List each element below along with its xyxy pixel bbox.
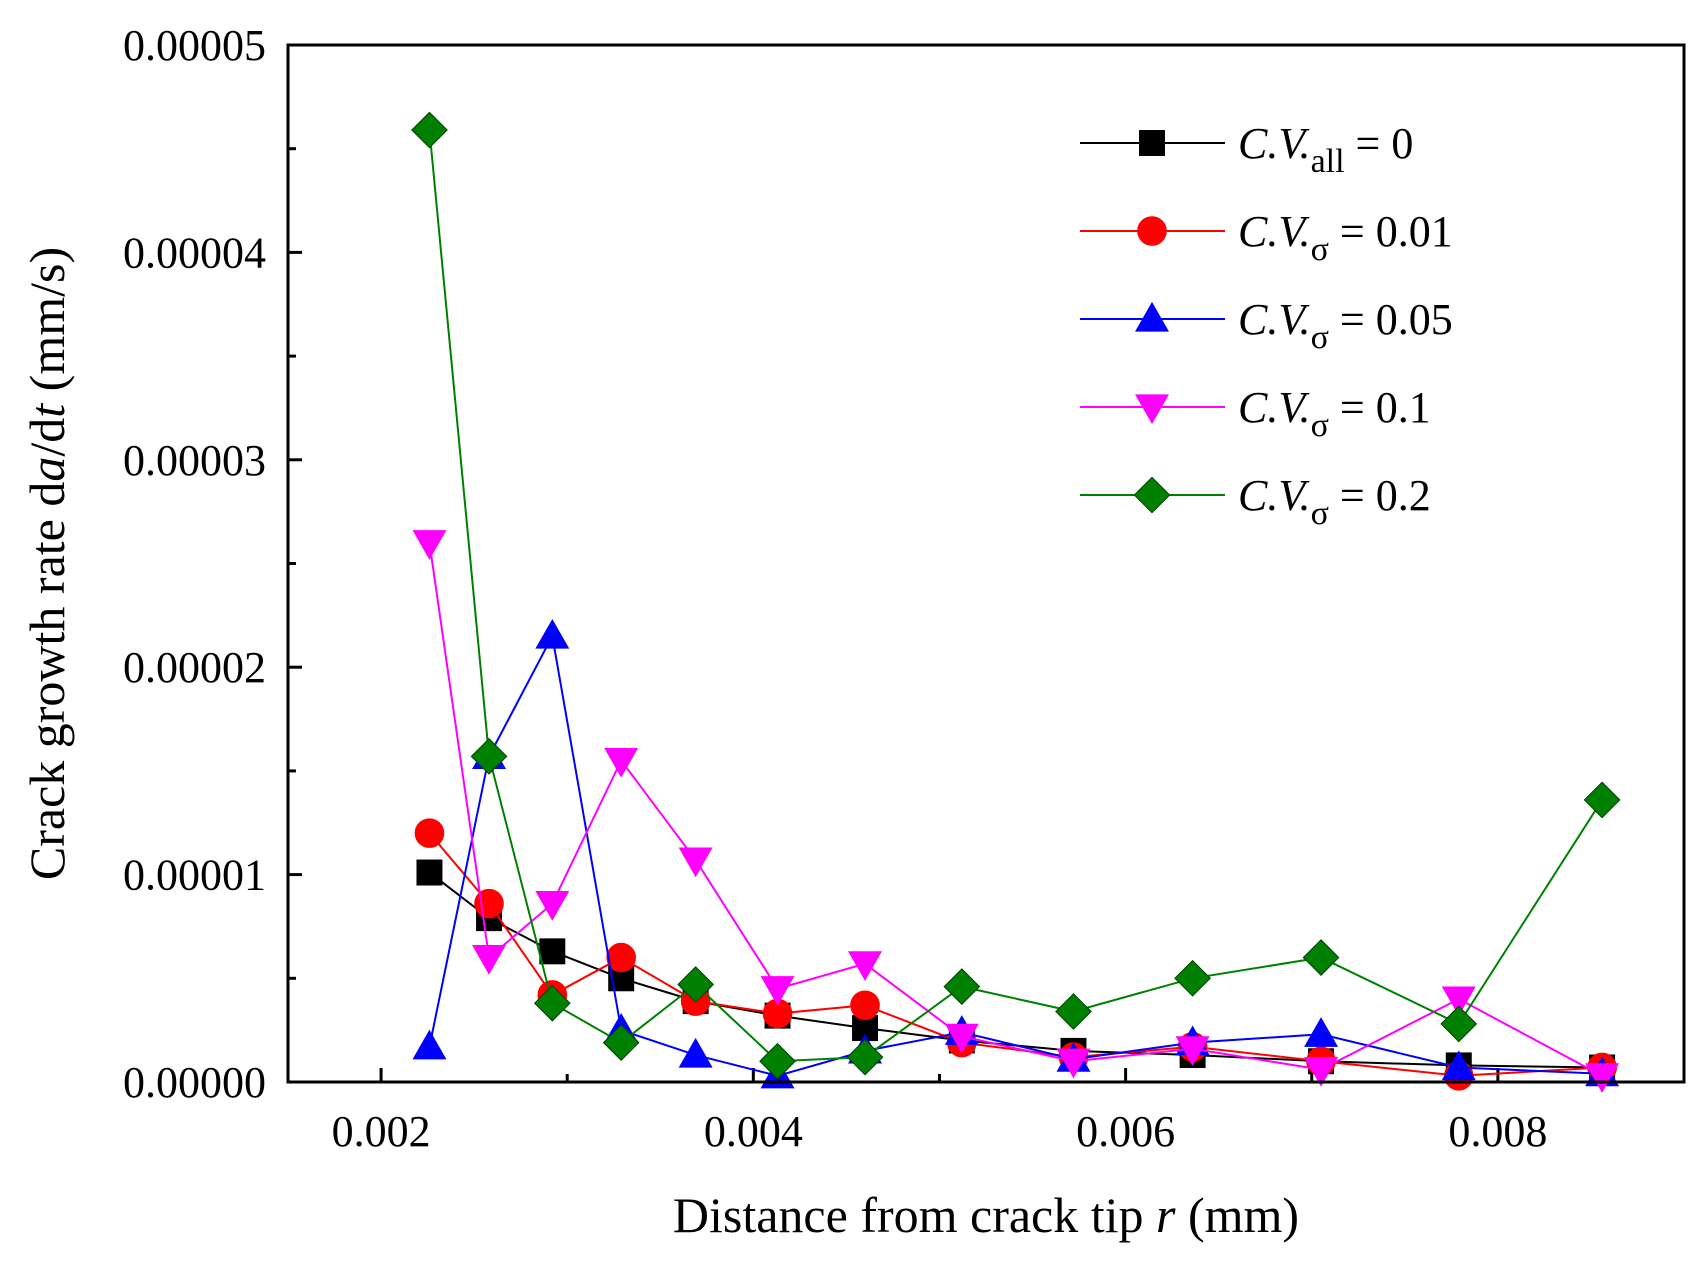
triangle-up-marker (1135, 301, 1169, 332)
triangle-up-marker (678, 1037, 713, 1068)
circle-marker (414, 818, 445, 848)
triangle-down-marker (1056, 1048, 1091, 1079)
triangle-down-marker (412, 530, 447, 560)
triangle-down-marker (1585, 1063, 1620, 1093)
series-line (428, 129, 1603, 1063)
y-tick-label: 0.00003 (123, 436, 266, 485)
triangle-down-marker (604, 747, 639, 778)
diamond-marker (1174, 959, 1211, 997)
y-tick-label: 0.00002 (123, 643, 266, 692)
y-tick-label: 0.00004 (123, 228, 266, 277)
legend-item: C.V.σ = 0.05 (1080, 295, 1453, 356)
x-axis-label: Distance from crack tip r (mm) (673, 1187, 1299, 1243)
triangle-down-marker (760, 976, 795, 1006)
tick-labels: 0.00000 0.00001 0.00002 0.00003 0.00004 0.000… (123, 21, 1547, 1156)
legend-item: C.V.all = 0 (1080, 119, 1413, 180)
triangle-down-marker (944, 1023, 979, 1054)
legend-label: C.V.σ = 0.01 (1238, 207, 1453, 268)
series-3 (412, 618, 1620, 1089)
series-5 (411, 111, 1621, 1080)
y-tick-label: 0.00001 (123, 851, 266, 900)
series-line (428, 542, 1603, 1077)
triangle-down-marker (678, 847, 713, 878)
series-line (428, 832, 1603, 1077)
diamond-marker (1302, 939, 1340, 976)
plot-frame (286, 43, 1686, 1084)
diamond-marker (1133, 476, 1171, 514)
triangle-down-marker (1135, 394, 1169, 425)
diamond-marker (411, 111, 448, 149)
axis-ticks (288, 43, 1500, 1084)
circle-marker (606, 942, 636, 973)
circle-marker (850, 990, 880, 1021)
series-layer (411, 111, 1621, 1093)
diamond-marker (1055, 993, 1092, 1030)
diamond-marker (759, 1042, 796, 1080)
diamond-marker (677, 966, 715, 1003)
y-axis-label: Crack growth rate da/dt (mm/s) (19, 247, 75, 880)
legend-label: C.V.σ = 0.1 (1238, 383, 1431, 444)
square-marker (1139, 130, 1165, 156)
x-tick-label: 0.004 (704, 1107, 803, 1156)
legend-item: C.V.σ = 0.2 (1080, 471, 1431, 532)
legend-label: C.V.all = 0 (1238, 119, 1413, 180)
triangle-down-marker (535, 891, 570, 921)
legend-label: C.V.σ = 0.05 (1238, 295, 1453, 356)
diamond-marker (470, 737, 508, 775)
triangle-up-marker (1304, 1017, 1339, 1047)
diamond-marker (602, 1024, 640, 1061)
minor-ticks (288, 147, 1314, 1082)
x-tick-label: 0.008 (1448, 1107, 1547, 1156)
diamond-marker (943, 968, 981, 1005)
triangle-down-marker (848, 951, 882, 981)
x-tick-label: 0.002 (332, 1107, 431, 1156)
triangle-down-marker (1175, 1036, 1210, 1066)
x-tick-label: 0.006 (1076, 1107, 1175, 1156)
diamond-marker (1583, 781, 1621, 819)
legend-label: C.V.σ = 0.2 (1238, 471, 1431, 532)
diamond-marker (846, 1038, 884, 1076)
series-line (428, 871, 1603, 1069)
series-4 (412, 530, 1620, 1093)
y-tick-label: 0.00005 (123, 21, 266, 70)
legend: C.V.all = 0 C.V.σ = 0.01 C.V.σ = 0.05 C.V.σ… (1080, 119, 1453, 532)
circle-marker (1137, 216, 1167, 246)
y-tick-label: 0.00000 (123, 1058, 266, 1107)
series-line (428, 633, 1603, 1077)
square-marker (416, 859, 443, 886)
triangle-up-marker (535, 618, 570, 649)
diamond-marker (1440, 1005, 1478, 1043)
triangle-down-marker (1304, 1056, 1339, 1087)
triangle-down-marker (472, 944, 507, 975)
legend-item: C.V.σ = 0.01 (1080, 207, 1453, 268)
legend-item: C.V.σ = 0.1 (1080, 383, 1431, 444)
triangle-up-marker (1441, 1050, 1476, 1081)
triangle-up-marker (412, 1029, 447, 1060)
square-marker (539, 938, 566, 965)
diamond-marker (533, 984, 571, 1022)
triangle-down-marker (1441, 986, 1476, 1017)
